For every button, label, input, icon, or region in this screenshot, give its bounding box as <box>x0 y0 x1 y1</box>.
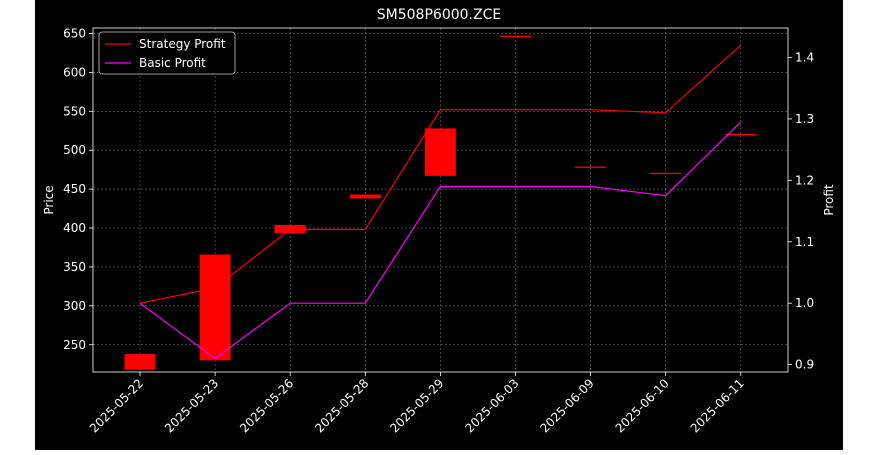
y2-tick-label: 1.4 <box>795 50 814 64</box>
y-tick-label: 500 <box>63 143 86 157</box>
x-tick-label: 2025-05-29 <box>387 376 446 435</box>
y2-tick-label: 1.1 <box>795 235 814 249</box>
line-layer <box>139 44 742 360</box>
legend-label-strategy-profit: Strategy Profit <box>139 37 226 51</box>
x-tick-label: 2025-05-28 <box>312 376 371 435</box>
x-tick-label: 2025-05-22 <box>87 376 146 435</box>
candle-body <box>349 194 381 199</box>
y2-tick-label: 1.3 <box>795 112 814 126</box>
candle-body <box>424 128 456 176</box>
candle-body <box>199 254 231 361</box>
grid-layer <box>93 28 788 372</box>
y-tick-label: 450 <box>63 182 86 196</box>
chart-svg: SM508P6000.ZCE 2025-05-22 2025-05-23 2025-… <box>42 7 836 435</box>
y2-axis-label: Profit <box>822 184 836 216</box>
candle-body <box>725 133 757 136</box>
y-tick-label: 600 <box>63 65 86 79</box>
y2-tick-label: 1.2 <box>795 173 814 187</box>
candle-body <box>500 35 531 38</box>
x-tick-label: 2025-05-23 <box>162 376 221 435</box>
y-tick-label: 250 <box>63 338 86 352</box>
y-tick-label: 400 <box>63 221 86 235</box>
x-tick-label: 2025-06-03 <box>462 376 521 435</box>
y2-tick-label: 0.9 <box>795 358 814 372</box>
y-tick-label: 550 <box>63 104 86 118</box>
candle-body <box>124 354 156 370</box>
series-line-strategy-profit <box>139 44 742 304</box>
y-axis-label: Price <box>42 185 56 214</box>
legend-label-basic-profit: Basic Profit <box>139 56 206 70</box>
y-tick-label: 350 <box>63 260 86 274</box>
x-tick-label: 2025-06-09 <box>538 376 597 435</box>
axis-layer: 2025-05-22 2025-05-23 2025-05-26 2025-05-28… <box>63 26 814 435</box>
x-tick-label: 2025-06-10 <box>613 376 672 435</box>
y-tick-label: 650 <box>63 26 86 40</box>
candle-body <box>575 166 607 168</box>
x-tick-label: 2025-06-11 <box>688 376 747 435</box>
series-line-basic-profit <box>139 121 742 360</box>
y-tick-label: 300 <box>63 299 86 313</box>
x-tick-label: 2025-05-26 <box>237 376 296 435</box>
legend-box <box>98 31 236 75</box>
y2-tick-label: 1.0 <box>795 296 814 310</box>
legend: Strategy Profit Basic Profit <box>98 31 236 75</box>
chart-title: SM508P6000.ZCE <box>377 7 501 23</box>
chart-figure: SM508P6000.ZCE 2025-05-22 2025-05-23 2025-… <box>35 0 843 450</box>
candle-body <box>650 172 682 175</box>
